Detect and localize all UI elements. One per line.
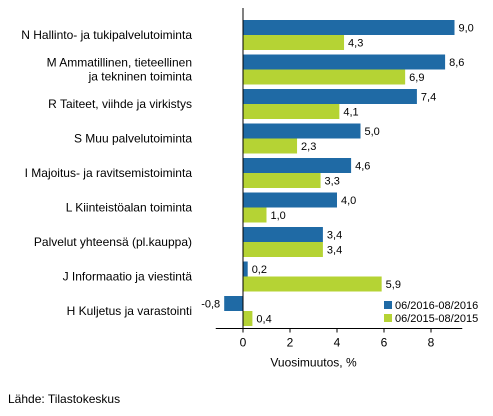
data-label-series-1: 4,0 <box>341 195 356 207</box>
data-label-series-2: 2,3 <box>301 141 316 153</box>
legend-swatch-series-2 <box>384 314 392 322</box>
bar-series-1 <box>243 227 323 242</box>
category-label: H Kuljetus ja varastointi <box>67 304 192 318</box>
category-label: L Kiinteistöalan toiminta <box>66 201 193 215</box>
data-label-series-1: 5,0 <box>365 126 380 138</box>
data-label-series-1: 3,4 <box>327 230 342 242</box>
bar-series-1 <box>243 158 352 173</box>
category-label: R Taiteet, viihde ja virkistys <box>48 97 192 111</box>
legend-swatch-series-1 <box>384 301 392 309</box>
data-label-series-2: 0,4 <box>256 314 271 326</box>
x-tick-label: 4 <box>334 336 341 350</box>
bar-series-1 <box>243 123 361 139</box>
x-tick-label: 8 <box>428 336 435 350</box>
bar-series-2 <box>243 69 406 85</box>
data-label-series-1: 8,6 <box>449 57 464 69</box>
bar-series-1 <box>243 192 337 208</box>
data-label-series-2: 3,4 <box>327 245 342 257</box>
bar-series-1 <box>243 261 248 277</box>
category-label: I Majoitus- ja ravitsemistoiminta <box>25 166 193 180</box>
bar-series-2 <box>243 173 321 188</box>
bar-series-2 <box>243 104 340 119</box>
legend-label-series-1: 06/2016-08/2016 <box>395 300 478 312</box>
category-label: S Muu palvelutoiminta <box>74 132 192 146</box>
data-label-series-2: 5,9 <box>386 279 401 291</box>
x-axis-ticks: 0 2 4 6 8 <box>240 328 435 350</box>
bar-series-2 <box>243 311 253 326</box>
x-tick-label: 0 <box>240 336 247 350</box>
bar-series-2 <box>243 138 298 154</box>
data-label-series-1: 0,2 <box>252 264 267 276</box>
bar-series-2 <box>243 276 382 292</box>
legend-label-series-2: 06/2015-08/2015 <box>395 313 478 325</box>
legend: 06/2016-08/2016 06/2015-08/2015 <box>384 300 478 325</box>
bar-series-2 <box>243 35 345 50</box>
x-axis-title: Vuosimuutos, % <box>270 356 357 370</box>
bar-series-1 <box>243 20 455 35</box>
data-label-series-1: 7,4 <box>421 92 436 104</box>
category-label: Palvelut yhteensä (pl.kauppa) <box>34 235 192 249</box>
bar-series-2 <box>243 207 267 223</box>
x-tick-label: 6 <box>381 336 388 350</box>
data-label-series-2: 6,9 <box>409 72 424 84</box>
x-tick-label: 2 <box>287 336 294 350</box>
data-label-series-2: 1,0 <box>271 210 286 222</box>
data-label-series-1: 4,6 <box>355 161 370 173</box>
category-label: M Ammatillinen, tieteellinen ja tekninen … <box>47 56 193 84</box>
bars <box>224 20 455 326</box>
data-label-series-2: 4,3 <box>348 38 363 50</box>
source-note: Lähde: Tilastokeskus <box>8 392 121 406</box>
data-label-series-2: 3,3 <box>325 176 340 188</box>
category-label: N Hallinto- ja tukipalvelutoiminta <box>21 28 192 42</box>
bar-series-1 <box>224 296 243 311</box>
bar-series-2 <box>243 242 323 257</box>
data-label-series-1: 9,0 <box>459 23 474 35</box>
category-label: J Informaatio ja viestintä <box>63 270 193 284</box>
category-labels: N Hallinto- ja tukipalvelutoiminta M Amma… <box>21 28 192 318</box>
bar-series-1 <box>243 89 417 104</box>
bar-series-1 <box>243 54 446 70</box>
data-label-series-1: -0,8 <box>201 299 220 311</box>
data-label-series-2: 4,1 <box>343 107 358 119</box>
data-labels: 9,0 4,3 8,6 6,9 7,4 4,1 5,0 2,3 4,6 3,34,0 1,0 3,4 3… <box>201 23 474 326</box>
